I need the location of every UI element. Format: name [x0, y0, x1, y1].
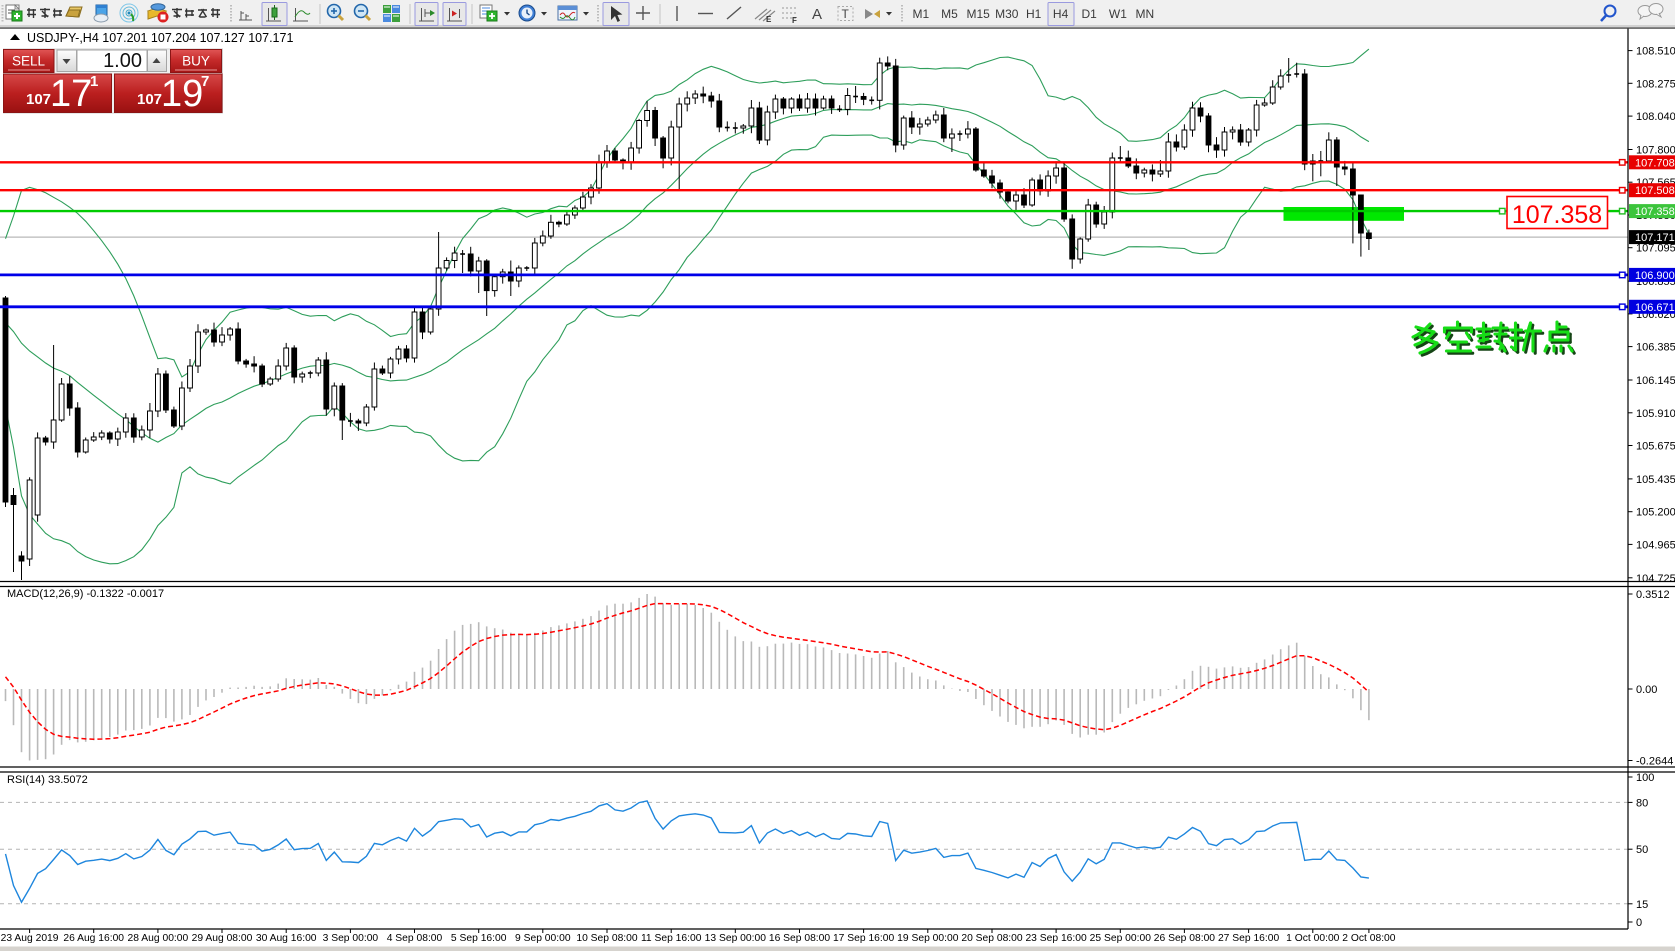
- svg-text:RSI(14) 33.5072: RSI(14) 33.5072: [7, 774, 88, 786]
- svg-text:107.095: 107.095: [1636, 243, 1675, 255]
- svg-text:23 Aug 2019: 23 Aug 2019: [1, 933, 59, 944]
- svg-text:H1: H1: [1026, 7, 1042, 21]
- svg-text:107.508: 107.508: [1635, 185, 1675, 197]
- svg-text:-0.2644: -0.2644: [1636, 756, 1673, 768]
- svg-text:105.435: 105.435: [1636, 474, 1675, 486]
- svg-text:9 Sep 00:00: 9 Sep 00:00: [515, 933, 571, 944]
- svg-text:19: 19: [161, 73, 203, 115]
- svg-text:27 Sep 16:00: 27 Sep 16:00: [1218, 933, 1280, 944]
- svg-text:USDJPY-,H4 107.201 107.204 10: USDJPY-,H4 107.201 107.204 107.127 107.1…: [27, 31, 293, 45]
- svg-text:MACD(12,26,9) -0.1322 -0.0017: MACD(12,26,9) -0.1322 -0.0017: [7, 588, 164, 600]
- svg-text:26 Aug 16:00: 26 Aug 16:00: [63, 933, 124, 944]
- svg-text:1 Oct 00:00: 1 Oct 00:00: [1286, 933, 1340, 944]
- svg-text:M1: M1: [912, 7, 929, 21]
- svg-text:10 Sep 08:00: 10 Sep 08:00: [576, 933, 638, 944]
- svg-text:107: 107: [26, 91, 51, 108]
- svg-text:1: 1: [90, 73, 98, 90]
- svg-text:107: 107: [137, 91, 162, 108]
- svg-text:2 Oct 08:00: 2 Oct 08:00: [1342, 933, 1396, 944]
- svg-text:4 Sep 08:00: 4 Sep 08:00: [387, 933, 443, 944]
- svg-text:106.900: 106.900: [1635, 270, 1675, 282]
- svg-text:W1: W1: [1109, 7, 1127, 21]
- svg-text:20 Sep 08:00: 20 Sep 08:00: [961, 933, 1023, 944]
- svg-text:5 Sep 16:00: 5 Sep 16:00: [451, 933, 507, 944]
- svg-text:28 Aug 00:00: 28 Aug 00:00: [128, 933, 189, 944]
- svg-text:M15: M15: [967, 7, 991, 21]
- svg-text:107.171: 107.171: [1635, 232, 1675, 244]
- svg-text:108.275: 108.275: [1636, 78, 1675, 90]
- svg-text:M30: M30: [995, 7, 1019, 21]
- svg-text:106.671: 106.671: [1635, 302, 1675, 314]
- svg-text:13 Sep 00:00: 13 Sep 00:00: [705, 933, 767, 944]
- svg-text:M5: M5: [941, 7, 958, 21]
- svg-text:105.910: 105.910: [1636, 408, 1675, 420]
- svg-text:16 Sep 08:00: 16 Sep 08:00: [769, 933, 831, 944]
- svg-text:F: F: [792, 16, 797, 25]
- svg-text:15: 15: [1636, 899, 1648, 911]
- svg-text:D1: D1: [1082, 7, 1098, 21]
- svg-text:0.00: 0.00: [1636, 684, 1657, 696]
- svg-text:BUY: BUY: [182, 54, 210, 69]
- svg-text:108.510: 108.510: [1636, 46, 1675, 58]
- svg-text:26 Sep 08:00: 26 Sep 08:00: [1154, 933, 1216, 944]
- svg-text:107.358: 107.358: [1635, 206, 1675, 218]
- svg-text:105.200: 105.200: [1636, 507, 1675, 519]
- svg-text:23 Sep 16:00: 23 Sep 16:00: [1025, 933, 1087, 944]
- svg-text:50: 50: [1636, 844, 1648, 856]
- svg-text:107.800: 107.800: [1636, 145, 1675, 157]
- svg-text:0.3512: 0.3512: [1636, 589, 1670, 601]
- svg-text:17: 17: [50, 73, 92, 115]
- svg-text:104.725: 104.725: [1636, 573, 1675, 585]
- svg-text:7: 7: [201, 73, 209, 90]
- svg-text:0: 0: [1636, 917, 1642, 929]
- svg-text:106.145: 106.145: [1636, 375, 1675, 387]
- svg-text:80: 80: [1636, 797, 1648, 809]
- svg-text:100: 100: [1636, 772, 1654, 784]
- svg-text:SELL: SELL: [12, 54, 46, 69]
- svg-text:T: T: [842, 7, 850, 21]
- svg-text:1.00: 1.00: [103, 50, 142, 72]
- svg-text:E: E: [766, 15, 772, 24]
- svg-text:17 Sep 16:00: 17 Sep 16:00: [833, 933, 895, 944]
- svg-text:108.040: 108.040: [1636, 111, 1675, 123]
- svg-text:105.675: 105.675: [1636, 441, 1675, 453]
- svg-text:3 Sep 00:00: 3 Sep 00:00: [323, 933, 379, 944]
- svg-text:19 Sep 00:00: 19 Sep 00:00: [897, 933, 959, 944]
- svg-text:H4: H4: [1053, 7, 1069, 21]
- svg-text:107.358: 107.358: [1512, 201, 1602, 229]
- svg-text:107.708: 107.708: [1635, 157, 1675, 169]
- svg-text:MN: MN: [1135, 7, 1154, 21]
- svg-text:11 Sep 16:00: 11 Sep 16:00: [641, 933, 702, 944]
- svg-text:A: A: [812, 6, 822, 23]
- svg-text:30 Aug 16:00: 30 Aug 16:00: [256, 933, 317, 944]
- svg-text:106.385: 106.385: [1636, 342, 1675, 354]
- svg-text:25 Sep 00:00: 25 Sep 00:00: [1090, 933, 1152, 944]
- svg-text:104.965: 104.965: [1636, 539, 1675, 551]
- svg-text:29 Aug 08:00: 29 Aug 08:00: [192, 933, 253, 944]
